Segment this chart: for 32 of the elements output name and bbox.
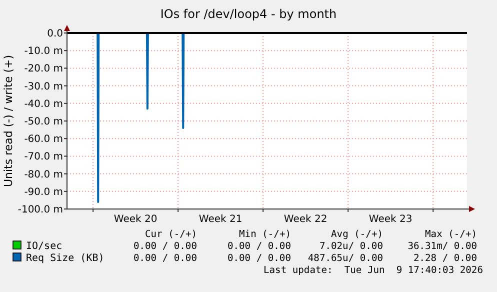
y-tick-label: -60.0 m [24,134,63,146]
y-tick-label: -90.0 m [24,186,63,198]
legend-label: Req Size (KB) [26,253,104,264]
chart-title: IOs for /dev/loop4 - by month [160,7,337,21]
text: 0.00 / 0.00 [133,253,198,264]
x-tick-label: Week 21 [198,214,242,225]
text: Min (-/+) [239,229,291,240]
x-tick-label: Week 20 [114,214,158,225]
y-tick-label: 0.0 [47,28,63,40]
y-tick-label: -30.0 m [24,81,63,92]
text: 2.28 / 0.00 [413,253,478,264]
y-axis-title: Units read (-) / write (+) [2,54,15,188]
text: 0.00 / 0.00 [133,241,198,252]
x-tick-label: Week 23 [368,214,412,225]
text: 0.00 / 0.00 [227,241,292,252]
x-tick-label: Week 22 [284,214,328,225]
y-tick-label: -10.0 m [24,46,63,58]
text: 0.00 / 0.00 [227,253,292,264]
legend-label: IO/sec [26,241,62,252]
text: 36.31m/ 0.00 [408,241,478,252]
y-tick-label: -50.0 m [24,116,63,128]
y-tick-label: -80.0 m [24,169,63,180]
y-tick-label: -70.0 m [24,152,63,163]
text: 7.02u/ 0.00 [319,241,384,252]
y-tick-label: -20.0 m [24,64,63,75]
text: Max (-/+) [425,229,477,240]
text: Last update: Tue Jun 9 17:40:03 2026 [264,265,484,276]
y-tick-label: -40.0 m [24,98,63,110]
text: Cur (-/+) [145,229,197,240]
text: Avg (-/+) [331,229,383,240]
text: 487.65u/ 0.00 [308,253,384,264]
y-tick-label: -100.0 m [18,204,63,216]
